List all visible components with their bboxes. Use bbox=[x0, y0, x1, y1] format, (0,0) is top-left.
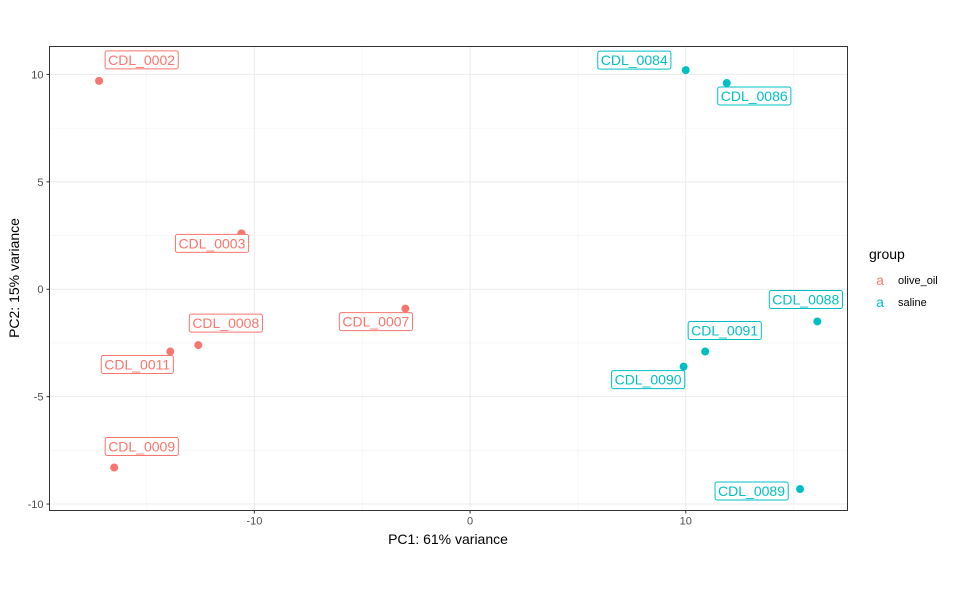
grid-lines bbox=[49, 46, 848, 511]
legend-key-saline: a bbox=[876, 294, 884, 310]
point-label-box bbox=[100, 355, 174, 375]
point-label: CDL_0011 bbox=[104, 357, 170, 373]
point-label-box bbox=[174, 233, 250, 253]
y-tick-label: 0 bbox=[37, 284, 43, 296]
data-point bbox=[681, 66, 690, 75]
point-label: CDL_0090 bbox=[615, 372, 682, 388]
point-label-box bbox=[768, 289, 843, 309]
point-label-box bbox=[597, 50, 672, 70]
point-label: CDL_0086 bbox=[721, 88, 788, 104]
legend-item-olive-oil: a olive_oil bbox=[876, 272, 938, 288]
point-label: CDL_0091 bbox=[691, 323, 758, 339]
y-axis-title: PC2: 15% variance bbox=[6, 218, 22, 338]
legend-label-saline: saline bbox=[898, 297, 927, 309]
point-label-box bbox=[188, 313, 263, 333]
x-tick-label: 0 bbox=[467, 516, 473, 528]
axes: -10 0 10 -10 -5 0 5 10 bbox=[28, 69, 692, 527]
x-axis-title: PC1: 61% variance bbox=[388, 531, 508, 547]
data-point bbox=[722, 79, 731, 88]
y-tick-label: 5 bbox=[37, 177, 43, 189]
point-label: CDL_0003 bbox=[178, 235, 245, 251]
data-point bbox=[166, 347, 175, 356]
point-label: CDL_0008 bbox=[192, 315, 259, 331]
data-point bbox=[796, 485, 805, 494]
point-label-box bbox=[104, 50, 179, 70]
data-point bbox=[110, 463, 119, 472]
point-label: CDL_0088 bbox=[772, 291, 839, 307]
data-point bbox=[813, 317, 822, 326]
point-label-box bbox=[338, 312, 414, 332]
point-label: CDL_0089 bbox=[718, 483, 785, 499]
legend-item-saline: a saline bbox=[876, 294, 927, 310]
point-label-box bbox=[714, 481, 789, 501]
data-point bbox=[194, 341, 203, 350]
x-tick-label: -10 bbox=[246, 516, 262, 528]
point-label: CDL_0002 bbox=[108, 52, 175, 68]
point-label: CDL_0084 bbox=[601, 52, 668, 68]
y-tick-label: -10 bbox=[28, 499, 44, 511]
point-label-box bbox=[104, 437, 179, 457]
legend: group a olive_oil a saline bbox=[869, 246, 938, 310]
x-tick-label: 10 bbox=[680, 516, 692, 528]
point-label-box bbox=[717, 86, 792, 106]
legend-title: group bbox=[869, 246, 905, 262]
legend-key-olive-oil: a bbox=[876, 272, 884, 288]
point-labels: CDL_0002 CDL_0003 CDL_0007 CDL_0008 CDL_0011… bbox=[100, 50, 843, 501]
data-point bbox=[701, 347, 710, 356]
data-point bbox=[679, 362, 688, 371]
y-tick-label: 10 bbox=[31, 69, 43, 81]
point-label: CDL_0007 bbox=[342, 314, 409, 330]
y-tick-label: -5 bbox=[34, 392, 44, 404]
legend-label-olive-oil: olive_oil bbox=[898, 275, 938, 287]
data-point bbox=[401, 304, 410, 313]
point-label-box bbox=[611, 370, 686, 390]
point-label-box bbox=[687, 321, 762, 341]
panel-border bbox=[49, 46, 848, 511]
point-label: CDL_0009 bbox=[108, 439, 175, 455]
data-point bbox=[95, 76, 104, 85]
